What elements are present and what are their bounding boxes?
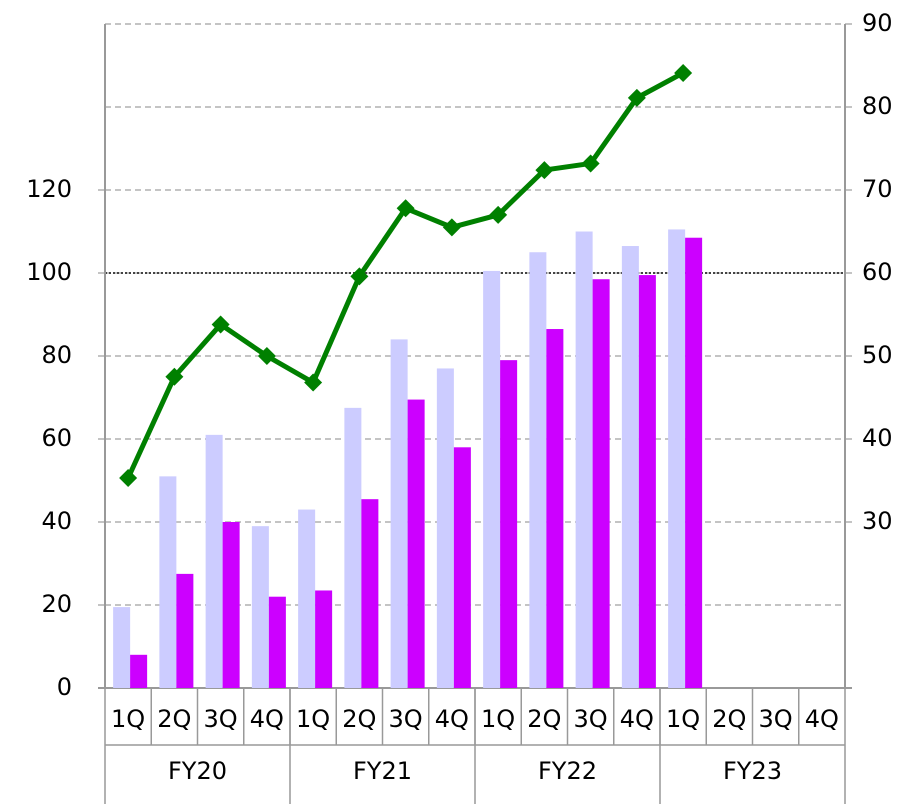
x-tick-label: 2Q: [527, 705, 561, 733]
bar: [361, 499, 379, 688]
bar: [529, 252, 547, 688]
y2-tick-label: 80: [862, 92, 893, 120]
bar: [407, 399, 425, 688]
bar: [592, 279, 610, 688]
x-tick-label: 3Q: [574, 705, 608, 733]
group-label: FY22: [538, 757, 597, 785]
bar: [621, 246, 639, 688]
bar: [344, 407, 362, 688]
y2-tick-label: 50: [862, 341, 893, 369]
bar: [685, 237, 703, 688]
y-tick-label: 60: [41, 424, 72, 452]
y2-tick-label: 70: [862, 175, 893, 203]
marker: [211, 315, 230, 334]
group-label: FY20: [168, 757, 227, 785]
y-tick-label: 0: [57, 673, 72, 701]
y2-tick-label: 30: [862, 507, 893, 535]
y2-tick-label: 60: [862, 258, 893, 286]
bar: [159, 476, 177, 688]
bar: [315, 590, 333, 688]
bar: [222, 522, 240, 688]
y-tick-label: 40: [41, 507, 72, 535]
y-tick-label: 20: [41, 590, 72, 618]
x-tick-label: 2Q: [342, 705, 376, 733]
marker: [350, 267, 369, 286]
bar: [668, 229, 686, 689]
marker: [396, 199, 415, 218]
bar: [638, 275, 656, 688]
marker: [535, 161, 554, 180]
bar: [390, 339, 408, 688]
group-label: FY21: [353, 757, 412, 785]
y-tick-label: 120: [26, 175, 72, 203]
bar: [251, 526, 269, 688]
x-tick-label: 1Q: [296, 705, 330, 733]
x-tick-label: 4Q: [250, 705, 284, 733]
x-tick-label: 4Q: [620, 705, 654, 733]
x-tick-label: 4Q: [805, 705, 839, 733]
bar: [298, 509, 316, 688]
x-tick-label: 2Q: [712, 705, 746, 733]
bar: [500, 360, 518, 688]
bar: [268, 596, 286, 688]
bar: [453, 447, 471, 688]
marker: [489, 205, 508, 224]
x-tick-label: 1Q: [111, 705, 145, 733]
x-tick-label: 2Q: [157, 705, 191, 733]
marker: [627, 88, 646, 107]
y-tick-label: 80: [41, 341, 72, 369]
y-tick-label: 100: [26, 258, 72, 286]
marker: [165, 367, 184, 386]
marker: [119, 469, 138, 488]
x-tick-label: 3Q: [204, 705, 238, 733]
bar: [113, 607, 131, 688]
x-tick-label: 1Q: [666, 705, 700, 733]
x-tick-label: 3Q: [759, 705, 793, 733]
bar: [483, 270, 501, 688]
x-tick-label: 1Q: [481, 705, 515, 733]
marker: [674, 63, 693, 82]
marker: [581, 154, 600, 173]
bar: [205, 434, 223, 688]
marker: [304, 373, 323, 392]
marker: [257, 347, 276, 365]
y2-tick-label: 90: [862, 9, 893, 37]
bar: [130, 654, 148, 688]
bar: [436, 368, 454, 688]
bar: [176, 573, 194, 688]
x-tick-label: 4Q: [435, 705, 469, 733]
bar: [575, 231, 593, 688]
x-tick-label: 3Q: [389, 705, 423, 733]
bar: [546, 329, 564, 688]
group-label: FY23: [723, 757, 782, 785]
marker: [442, 218, 461, 237]
y2-tick-label: 40: [862, 424, 893, 452]
